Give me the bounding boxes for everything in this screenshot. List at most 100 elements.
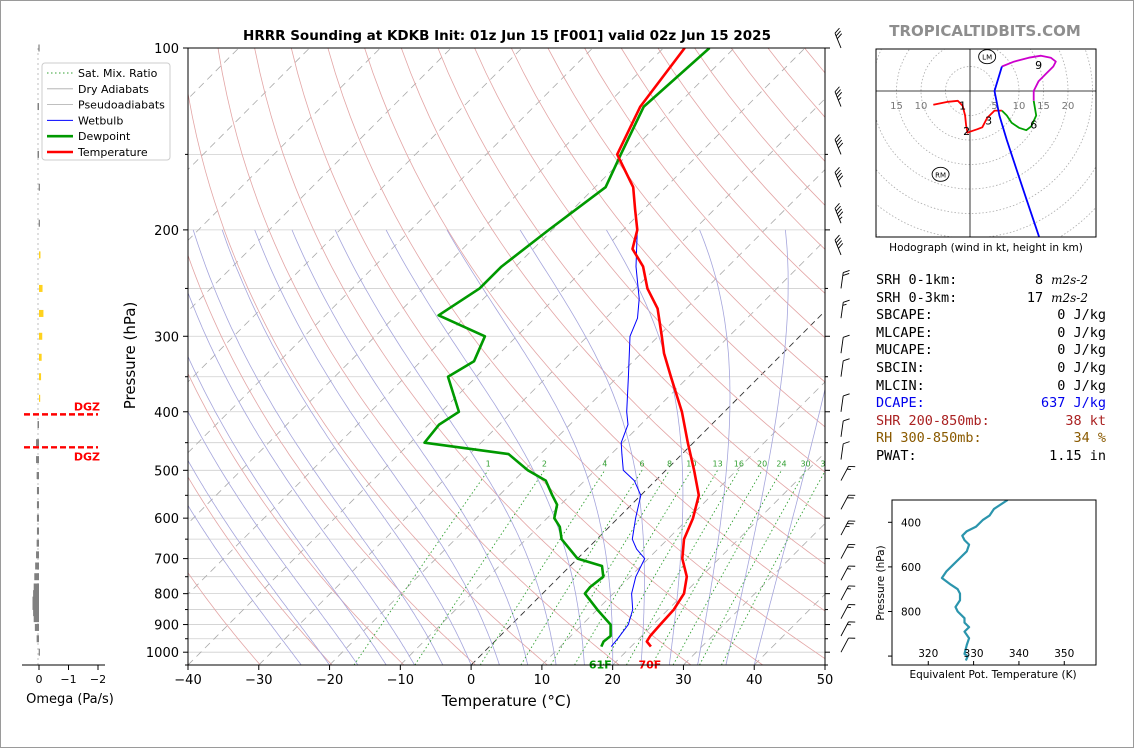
y-tick-label: 400: [154, 406, 179, 421]
thetae-y-tick-label: 400: [901, 517, 921, 529]
hodo-ring-label: 5: [991, 101, 997, 112]
barb-staff: [840, 360, 844, 377]
mixing-ratio-line: [550, 470, 670, 665]
hodo-caption: Hodograph (wind in kt, height in km): [889, 242, 1083, 254]
y-axis-label: Pressure (hPa): [121, 302, 139, 410]
chart-title: HRRR Sounding at KDKB Init: 01z Jun 15 […: [243, 28, 771, 44]
dgz-label: DGZ: [74, 400, 100, 413]
barb-staff: [840, 302, 844, 319]
wind-barb: [840, 637, 856, 653]
barb-half-flag: [847, 568, 851, 570]
wind-barb: [840, 466, 856, 481]
barb-flag: [848, 604, 856, 606]
omega-bar: [38, 183, 40, 191]
mixing-ratio-label: 36: [820, 459, 830, 468]
x-tick-label: 20: [604, 673, 621, 688]
wind-barb: [840, 565, 856, 581]
barb-flag: [834, 134, 840, 140]
stat-row: DCAPE: 637 J/kg: [876, 395, 1106, 413]
legend-label: Temperature: [77, 146, 148, 159]
mixing-ratio-line: [574, 470, 692, 665]
skewt-plot-area: 1 2 4 6 8 10 13 16 20 24 30 36: [188, 48, 830, 665]
omega-bar: [39, 332, 43, 340]
barb-flag: [835, 30, 841, 37]
moist-adiabat-line: [385, 229, 585, 665]
temperature-profile-line: [615, 48, 701, 648]
barb-flag: [843, 358, 850, 362]
storm-motion-label: LM: [982, 54, 992, 62]
barb-flag: [848, 494, 856, 496]
omega-bar: [32, 602, 39, 610]
stat-value: 0 J/kg: [1057, 377, 1106, 394]
barb-staff: [840, 443, 844, 460]
stat-row: SBCAPE: 0 J/kg: [876, 307, 1106, 325]
stat-row: MLCAPE: 0 J/kg: [876, 325, 1106, 343]
x-tick-label: −40: [174, 673, 201, 688]
mixing-ratio-label: 24: [776, 459, 786, 468]
hodo-ring-label: 10: [1013, 101, 1026, 112]
omega-bar: [36, 514, 39, 522]
barb-flag: [835, 137, 841, 143]
hodo-frame: [875, 48, 1097, 238]
y-tick-label: 300: [154, 330, 179, 345]
legend-box: [41, 62, 171, 161]
wind-barb: [840, 393, 850, 412]
moist-adiabat-line: [188, 459, 330, 665]
moist-adiabat-line: [188, 355, 387, 665]
stat-label: SBCIN:: [876, 359, 925, 376]
barb-flag: [838, 142, 844, 149]
barb-staff: [840, 395, 844, 412]
hodo-height-label: 1: [959, 100, 966, 113]
dgz-label: DGZ: [74, 450, 100, 463]
wind-barbs: [834, 27, 856, 653]
stat-number: 17: [1026, 289, 1044, 306]
barb-half-flag: [847, 606, 851, 608]
moist-adiabat-line: [446, 229, 614, 665]
barb-half-flag: [842, 303, 847, 306]
barb-staff: [840, 420, 844, 437]
mixing-ratio-label: 8: [667, 459, 672, 468]
wind-barb: [834, 134, 844, 155]
hodograph-panel: 15 10 5 10 15 20 1 2 3 6 9 LM RM Hodograph (wind in k…: [875, 48, 1097, 254]
thetae-y-axis-label: Pressure (hPa): [875, 545, 887, 620]
stat-label: DCAPE:: [876, 395, 925, 412]
stat-value: 34 %: [1073, 430, 1106, 447]
y-tick-label: 1000: [146, 646, 179, 661]
barb-flag: [836, 139, 843, 146]
dewpoint-profile-line: [423, 48, 711, 648]
isotherm-line: [541, 381, 825, 665]
omega-bar: [39, 251, 41, 259]
barb-flag: [835, 205, 841, 212]
omega-x-tick-label: −2: [90, 673, 106, 686]
barb-flag: [836, 33, 843, 40]
barb-half-flag: [845, 525, 850, 528]
stat-value: 1.15 in: [1049, 447, 1106, 464]
sounding-stats: SRH 0-1km: 8 m2s-2 SRH 0-3km: 17 m2s-2 SBCAPE:…: [876, 272, 1106, 466]
stat-row: SHR 200-850mb: 38 kt: [876, 413, 1106, 431]
omega-bar: [36, 501, 39, 509]
omega-bar: [39, 373, 42, 381]
barb-staff: [840, 585, 849, 601]
isotherm-line: [188, 48, 735, 595]
barb-flag: [838, 175, 844, 182]
dry-adiabat-line: [188, 372, 405, 665]
wind-barb: [834, 86, 843, 107]
omega-x-tick-label: 0: [36, 673, 43, 686]
dry-adiabat-line: [188, 254, 476, 665]
isotherm-line: [188, 48, 523, 383]
watermark: TROPICALTIDBITS.COM: [889, 22, 1081, 40]
legend-label: Pseudoadiabats: [78, 99, 165, 112]
legend-label: Dry Adiabats: [78, 83, 149, 96]
moist-adiabat-line: [519, 229, 645, 665]
hodo-segment: [1001, 54, 1057, 101]
barb-half-flag: [838, 97, 842, 101]
theta-e-line: [940, 500, 1009, 661]
moist-adiabat-line: [753, 387, 825, 665]
barb-flag: [836, 172, 843, 179]
stat-value: 637 J/kg: [1040, 395, 1106, 412]
stat-value: 0 J/kg: [1057, 324, 1106, 341]
barb-flag: [835, 237, 841, 244]
omega-bar: [36, 456, 39, 464]
thetae-y-tick-label: 600: [901, 562, 921, 574]
